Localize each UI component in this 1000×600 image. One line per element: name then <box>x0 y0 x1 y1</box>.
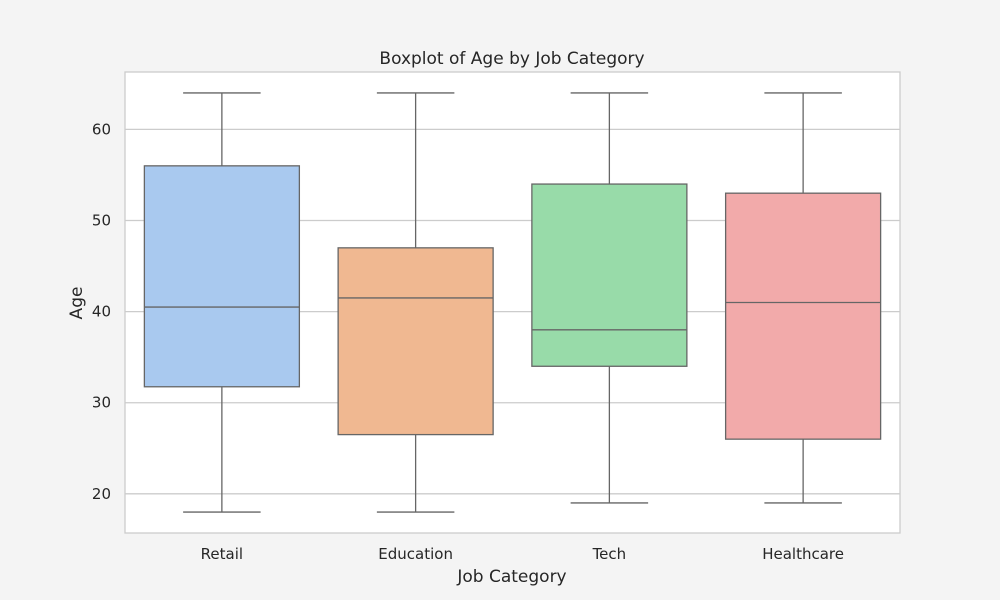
x-tick-label: Tech <box>592 545 627 563</box>
y-tick-label: 60 <box>92 120 111 138</box>
chart-title: Boxplot of Age by Job Category <box>379 49 644 69</box>
y-tick-label: 40 <box>92 303 111 321</box>
box-iqr <box>337 247 494 436</box>
x-tick-label: Retail <box>201 545 243 563</box>
x-tick-label: Healthcare <box>762 545 844 563</box>
box-iqr <box>531 183 688 367</box>
box-group-tech <box>531 92 688 504</box>
box-group-education <box>337 92 494 513</box>
box-group-healthcare <box>724 92 882 504</box>
box-iqr <box>724 192 882 440</box>
y-tick-label: 20 <box>92 485 111 503</box>
y-axis-label: Age <box>67 287 87 320</box>
x-tick-label: Education <box>378 545 453 563</box>
box-group-retail <box>143 92 301 513</box>
y-tick-labels: 20 30 40 50 60 <box>92 120 111 502</box>
y-tick-label: 50 <box>92 212 111 230</box>
x-tick-labels: Retail Education Tech Healthcare <box>201 545 844 563</box>
box-iqr <box>143 165 301 388</box>
y-tick-label: 30 <box>92 394 111 412</box>
x-axis-label: Job Category <box>456 567 566 587</box>
boxes <box>143 92 882 513</box>
